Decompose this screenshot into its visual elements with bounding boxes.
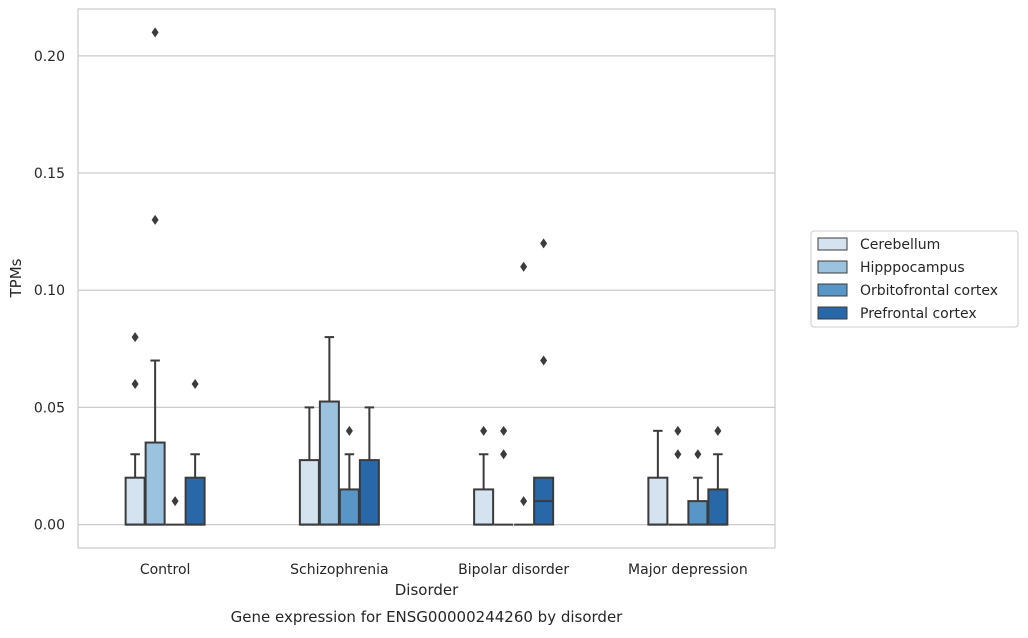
box-group (144, 27, 166, 526)
outlier-point (540, 238, 548, 249)
box-group (473, 425, 495, 526)
outlier-point (345, 425, 353, 436)
outlier-point (674, 425, 682, 436)
legend-label: Orbitofrontal cortex (860, 283, 998, 299)
outlier-point (480, 425, 488, 436)
x-tick-label: Bipolar disorder (458, 562, 569, 578)
outlier-point (151, 214, 159, 225)
box (184, 476, 206, 526)
outlier-point (520, 261, 528, 272)
legend-swatch (817, 237, 848, 251)
box (338, 488, 360, 526)
box-group (494, 425, 514, 526)
chart-caption: Gene expression for ENSG00000244260 by d… (231, 608, 624, 626)
outlier-point (151, 27, 159, 38)
plot-frame (77, 8, 776, 549)
x-tick-label: Schizophrenia (290, 562, 388, 578)
box-group (514, 261, 534, 526)
legend: Cerebellum Hipppocampus Orbitofrontal cort… (810, 230, 1019, 328)
box-group (124, 332, 146, 526)
box-group (165, 496, 185, 526)
outlier-point (674, 449, 682, 460)
outlier-point (540, 355, 548, 366)
box-group (184, 378, 206, 526)
box (687, 500, 709, 526)
outlier-point (131, 378, 139, 389)
box (647, 476, 669, 526)
box-group (647, 429, 669, 526)
box (144, 441, 166, 526)
y-axis-label: TPMs (7, 258, 25, 298)
box (298, 459, 320, 526)
x-axis-ticks: Control Schizophrenia Bipolar disorder Majo… (140, 562, 748, 578)
y-tick-label: 0.00 (34, 518, 65, 534)
legend-label: Prefrontal cortex (860, 306, 977, 322)
y-tick-label: 0.15 (34, 166, 65, 182)
legend-swatch (817, 283, 848, 297)
box-group (298, 406, 320, 526)
outlier-point (500, 425, 508, 436)
outlier-point (714, 425, 722, 436)
box-group (358, 406, 380, 526)
legend-frame (810, 230, 1019, 328)
box (358, 459, 380, 526)
box (318, 400, 340, 526)
legend-label: Cerebellum (860, 237, 940, 253)
grid-lines (78, 55, 775, 526)
y-axis-ticks: 0.00 0.05 0.10 0.15 0.20 (34, 49, 65, 534)
box-group (668, 425, 688, 526)
legend-label: Hipppocampus (860, 260, 965, 276)
x-tick-label: Major depression (628, 562, 748, 578)
box (124, 476, 146, 526)
outlier-point (500, 449, 508, 460)
outlier-point (171, 496, 179, 507)
y-tick-label: 0.20 (34, 49, 65, 65)
plot-marks (124, 27, 729, 526)
outlier-point (131, 332, 139, 343)
outlier-point (520, 496, 528, 507)
legend-swatch (817, 306, 848, 320)
x-tick-label: Control (140, 562, 191, 578)
x-axis-label: Disorder (395, 581, 459, 599)
box-group (687, 449, 709, 526)
outlier-point (191, 378, 199, 389)
y-tick-label: 0.10 (34, 283, 65, 299)
box-group (318, 336, 340, 526)
box (473, 488, 495, 526)
box (707, 488, 729, 526)
legend-swatch (817, 260, 848, 274)
box-group (707, 425, 729, 526)
outlier-point (694, 449, 702, 460)
y-tick-label: 0.05 (34, 400, 65, 416)
box-group (533, 238, 555, 526)
box-group (338, 425, 360, 526)
